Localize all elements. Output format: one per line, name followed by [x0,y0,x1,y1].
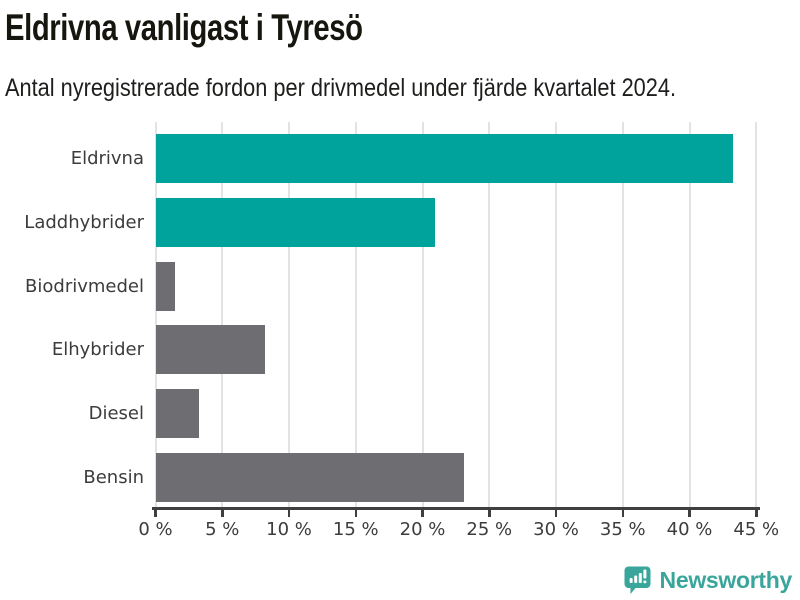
x-tick-label: 15 % [332,519,379,540]
brand-footer: Newsworthy [624,566,792,595]
gridline [288,122,290,507]
x-tick-label: 20 % [399,519,446,540]
bar [156,325,266,375]
x-axis-tick [154,507,157,517]
x-axis-tick [421,507,424,517]
newsworthy-logo-icon [624,566,651,594]
category-label: Laddhybrider [24,211,144,233]
x-tick-label: 45 % [733,519,780,540]
x-axis-tick [755,507,758,517]
x-axis-tick [221,507,224,517]
x-axis-line [152,507,760,510]
bar [156,389,199,439]
bar [156,197,435,247]
x-tick-label: 30 % [533,519,579,540]
category-label: Elhybrider [51,339,144,361]
category-label: Eldrivna [70,148,144,169]
gridline [755,122,758,507]
x-axis-tick [688,507,691,517]
x-axis-tick [554,507,558,517]
x-tick-label: 5 % [205,519,240,540]
x-axis-tick [354,507,357,517]
category-label: Bensin [83,467,144,488]
gridline [555,122,557,507]
gridline [421,122,424,507]
category-label: Diesel [88,403,144,425]
bar [156,453,465,502]
category-label: Biodrivmedel [25,275,144,297]
gridline [154,122,157,507]
brand-name: Newsworthy [659,567,793,593]
bar [156,261,175,311]
gridline [621,122,624,507]
x-tick-label: 40 % [666,519,713,540]
x-tick-label: 35 % [599,519,646,540]
gridline [221,122,224,507]
gridline [354,122,357,507]
x-tick-label: 10 % [266,519,312,540]
page-subtitle: Antal nyregistrerade fordon per drivmede… [5,74,677,102]
x-axis-tick [287,507,291,517]
gridline [488,122,491,507]
x-tick-label: 0 % [138,519,173,540]
x-axis-tick [621,507,624,517]
page-title: Eldrivna vanligast i Tyresö [5,7,363,48]
x-tick-label: 25 % [466,519,513,540]
bar [156,134,733,183]
x-axis-tick [488,507,491,517]
gridline [688,122,691,507]
